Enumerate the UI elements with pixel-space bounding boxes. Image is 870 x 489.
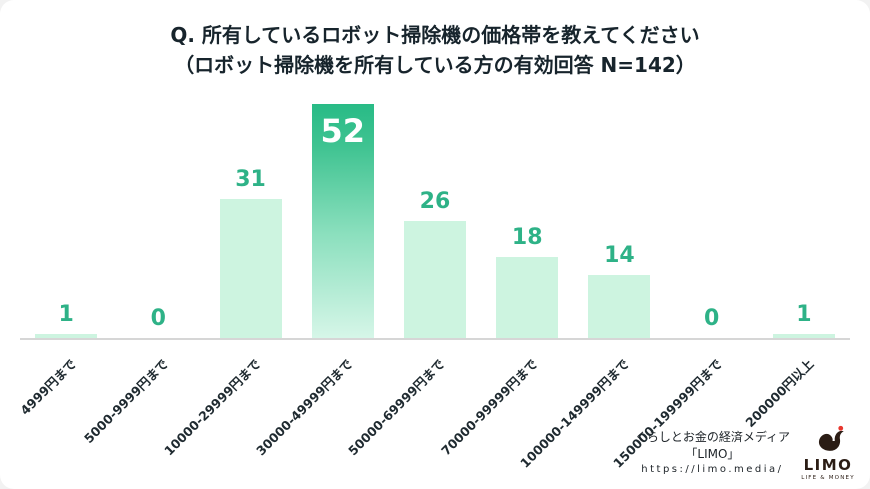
bar-slot: 26 [389,189,481,338]
footer-tagline-line1: くらしとお金の経済メディア [634,429,790,444]
bar-slot: 52 [297,104,389,338]
bar [496,257,559,338]
x-axis-label: 4999円まで [17,356,79,418]
bar [772,333,835,338]
bar-value-label: 1 [796,301,812,327]
footer: くらしとお金の経済メディア 「LIMO」 https://limo.media/… [635,423,856,481]
bar-chart: 1 0 31 52 26 18 14 0 1 4999円まで 5000-9999円まで 10000-… [17,92,850,471]
bar-value-label: 31 [235,166,266,192]
bar [588,275,651,338]
chart-title-line2: （ロボット掃除機を所有している方の有効回答 N=142） [174,53,696,77]
bar-value-label: 0 [150,306,166,331]
bar-slot: 31 [204,166,296,338]
bar-slot: 1 [758,301,850,338]
bar-slot: 0 [666,306,758,338]
bar-value-label: 0 [703,306,720,331]
footer-tagline-line2: 「LIMO」 [685,446,740,461]
bar-value-label: 26 [419,189,451,214]
bar-slot: 14 [573,243,665,338]
bar-value-label: 18 [511,225,543,250]
footer-text: くらしとお金の経済メディア 「LIMO」 https://limo.media/ [635,429,790,476]
chart-title-line1: Q. 所有しているロボット掃除機の価格帯を教えてください [170,23,700,47]
bar [35,333,98,338]
bar [403,221,466,338]
squirrel-icon [809,423,847,457]
chart-header: Q. 所有しているロボット掃除機の価格帯を教えてください （ロボット掃除機を所有… [0,0,870,80]
bar-value-label: 52 [320,112,366,150]
logo-wordmark: LIMO [803,456,853,474]
plot-area: 1 0 31 52 26 18 14 0 1 [20,92,850,340]
bar-slot: 0 [112,306,204,338]
bar-value-label: 14 [604,243,635,268]
bar [219,198,282,338]
bar-slot: 18 [481,225,573,338]
bar-value-label: 1 [58,301,74,327]
logo-subtext: LIFE & MONEY [801,475,855,481]
bar-slot: 1 [20,301,112,338]
bar: 52 [311,104,374,338]
footer-url: https://limo.media/ [641,464,784,476]
limo-logo: LIMO LIFE & MONEY [800,423,856,481]
